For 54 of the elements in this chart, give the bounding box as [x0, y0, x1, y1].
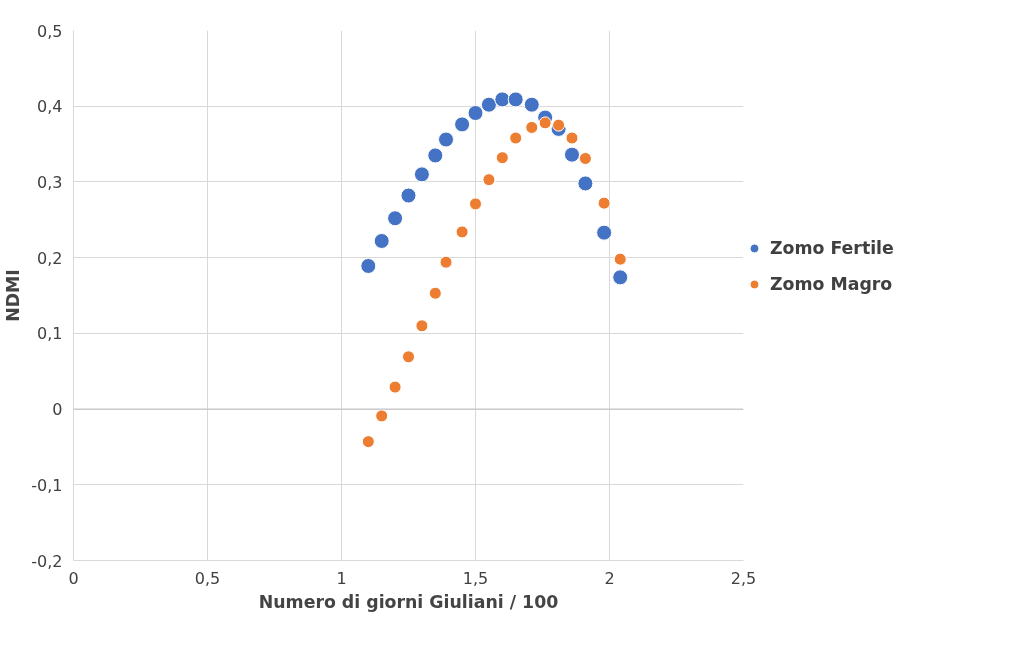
point: [388, 380, 402, 394]
point: [612, 269, 629, 286]
point: [439, 255, 453, 269]
y-tick-label: 0,5: [37, 21, 63, 41]
point: [563, 146, 580, 163]
point: [597, 196, 611, 210]
point: [577, 175, 594, 192]
x-tick-label: 1,5: [462, 568, 489, 588]
y-tick-label: 0,2: [37, 248, 63, 268]
point: [454, 116, 471, 133]
point: [509, 131, 523, 145]
y-tick-label: 0,3: [37, 172, 63, 192]
point: [415, 319, 429, 333]
point: [523, 96, 540, 113]
legend-label: Zomo Fertile: [770, 238, 894, 258]
y-tick-label: 0: [52, 400, 63, 420]
point: [467, 105, 484, 122]
point: [495, 151, 509, 165]
point: [360, 257, 377, 274]
x-axis-title: Numero di giorni Giuliani / 100: [258, 591, 559, 612]
point: [482, 173, 496, 187]
y-axis-title: NDMI: [3, 269, 24, 322]
y-tick-label: 0,4: [37, 97, 63, 117]
y-tick-label: -0,1: [31, 475, 63, 495]
point: [373, 233, 390, 249]
point: [565, 131, 579, 145]
point: [538, 116, 552, 130]
point: [375, 409, 389, 423]
y-tick-label: 0,1: [37, 324, 63, 344]
point: [596, 224, 613, 241]
point: [578, 151, 592, 165]
point: [438, 131, 455, 148]
point: [613, 252, 627, 266]
point: [387, 210, 404, 227]
point: [494, 91, 511, 108]
point: [402, 350, 415, 364]
point: [552, 118, 566, 132]
point: [428, 286, 442, 300]
point: [507, 91, 524, 108]
point: [480, 96, 497, 113]
y-tick-label: -0,2: [31, 551, 63, 571]
x-tick-label: 0,5: [194, 568, 221, 588]
point: [525, 120, 539, 134]
legend-label: Zomo Magro: [770, 274, 893, 294]
point: [455, 225, 469, 239]
x-tick-label: 1: [336, 568, 347, 588]
point: [361, 435, 375, 449]
point: [400, 187, 417, 204]
point: [427, 147, 444, 164]
x-tick-label: 0: [68, 568, 79, 588]
point: [413, 166, 430, 183]
x-tick-label: 2,5: [730, 568, 757, 588]
point: [469, 197, 482, 211]
x-tick-label: 2: [604, 568, 615, 588]
